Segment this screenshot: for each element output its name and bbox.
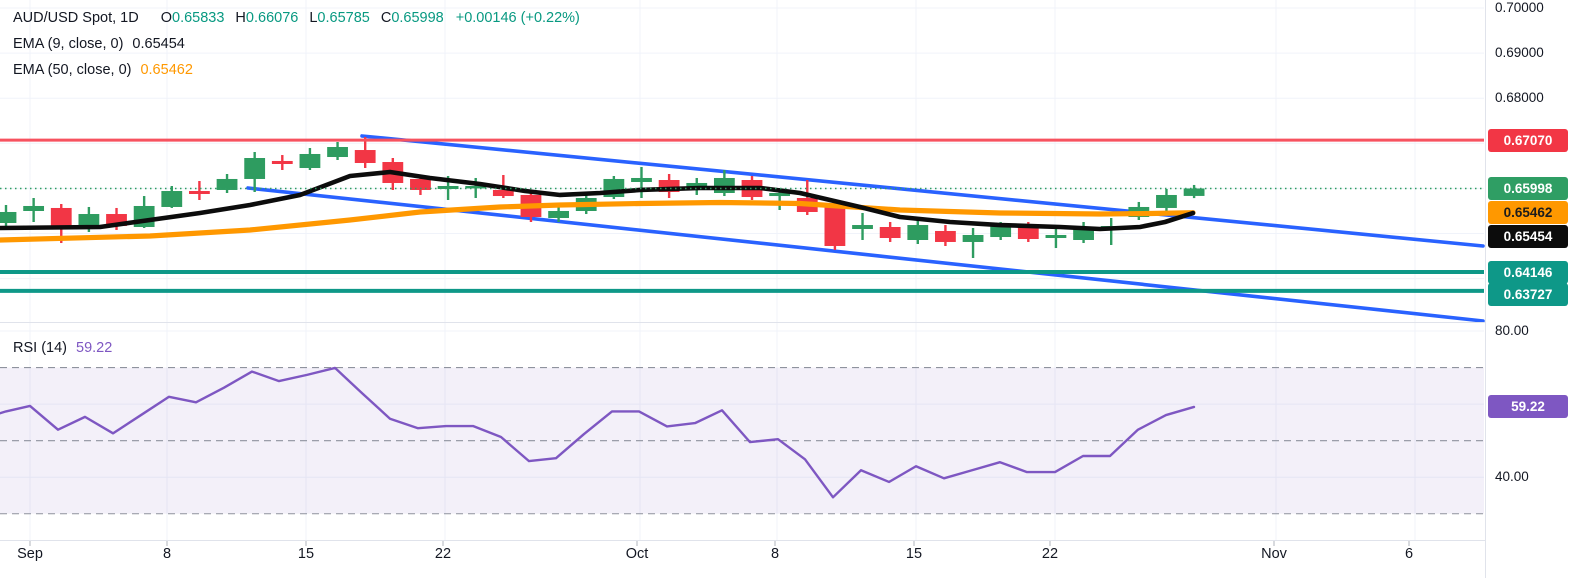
time-axis[interactable]: Sep 8 15 22 Oct 8 15 22 Nov 6 bbox=[0, 541, 1484, 578]
price-axis-label: 0.70000 bbox=[1495, 0, 1544, 15]
price-axis-label: 0.68000 bbox=[1495, 90, 1544, 105]
candle-body bbox=[437, 186, 459, 189]
candle-body bbox=[1183, 188, 1205, 196]
candle-body bbox=[1017, 226, 1039, 240]
close-pair: C0.65998 bbox=[381, 10, 444, 26]
high-label: H bbox=[235, 10, 246, 26]
candle-body bbox=[990, 226, 1012, 238]
low-label: L bbox=[309, 10, 318, 26]
candle-body bbox=[327, 146, 348, 158]
candle-body bbox=[410, 178, 431, 190]
candle-body bbox=[465, 186, 487, 189]
time-axis-label: 22 bbox=[1041, 546, 1059, 562]
candle-body bbox=[23, 205, 45, 211]
time-axis-label: 8 bbox=[770, 546, 780, 562]
rsi-value: 59.22 bbox=[76, 340, 113, 356]
time-axis-label: Oct bbox=[625, 546, 649, 562]
candle-body bbox=[631, 177, 652, 182]
close-label: C bbox=[380, 10, 392, 26]
candle-body bbox=[354, 150, 376, 164]
candle-body bbox=[492, 189, 514, 197]
open-pair: O0.65833 bbox=[161, 10, 225, 26]
price-axis-badge: 0.63727 bbox=[1488, 282, 1568, 306]
symbol-row[interactable]: AUD/USD Spot, 1D O0.65833 H0.66076 L0.65… bbox=[13, 5, 580, 31]
high-value: 0.66076 bbox=[245, 10, 299, 26]
candle-body bbox=[161, 191, 183, 207]
price-axis[interactable]: 0.70000 0.69000 0.68000 80.00 40.00 0.67070 0.… bbox=[1485, 0, 1574, 578]
high-pair: H0.66076 bbox=[235, 10, 298, 26]
rsi-line bbox=[0, 366, 1196, 499]
price-axis-label: 80.00 bbox=[1495, 323, 1529, 338]
price-axis-badge: 0.67070 bbox=[1488, 128, 1568, 152]
candle-body bbox=[0, 211, 17, 223]
candle-body bbox=[189, 191, 210, 194]
price-axis-badge: 0.65454 bbox=[1488, 224, 1568, 248]
price-axis-badge: 0.65998 bbox=[1488, 176, 1568, 200]
open-label: O bbox=[160, 10, 172, 26]
ema50-row[interactable]: EMA (50, close, 0) 0.65462 bbox=[13, 57, 580, 83]
rsi-label: RSI (14) bbox=[13, 340, 67, 356]
candle-body bbox=[686, 182, 708, 188]
candle-body bbox=[244, 158, 266, 179]
ema9-line bbox=[0, 169, 1196, 232]
time-axis-label: Nov bbox=[1261, 546, 1287, 562]
candle-body bbox=[879, 227, 901, 239]
candle-body bbox=[548, 210, 569, 218]
price-axis-badge: 0.64146 bbox=[1488, 260, 1568, 284]
price-axis-label: 0.69000 bbox=[1495, 45, 1544, 60]
change-value: +0.00146 (+0.22%) bbox=[455, 10, 580, 26]
time-axis-label: 22 bbox=[434, 546, 452, 562]
candle-body bbox=[299, 153, 321, 169]
candle-body bbox=[769, 193, 791, 197]
time-axis-label: 15 bbox=[297, 546, 315, 562]
candle-body bbox=[106, 214, 127, 227]
time-axis-label: 15 bbox=[905, 546, 923, 562]
ema9-label: EMA (9, close, 0) bbox=[13, 36, 124, 52]
price-axis-badge: 0.65462 bbox=[1488, 200, 1568, 224]
legend: AUD/USD Spot, 1D O0.65833 H0.66076 L0.65… bbox=[13, 5, 580, 83]
candle-body bbox=[50, 207, 72, 228]
ema50-label: EMA (50, close, 0) bbox=[13, 62, 132, 78]
low-value: 0.65785 bbox=[317, 10, 370, 26]
price-axis-label: 40.00 bbox=[1495, 469, 1529, 484]
ema50-value: 0.65462 bbox=[140, 62, 193, 78]
candle-body bbox=[271, 160, 293, 165]
time-axis-label: 6 bbox=[1404, 546, 1414, 562]
time-axis-label: 8 bbox=[162, 546, 172, 562]
close-value: 0.65998 bbox=[391, 10, 444, 26]
ema9-value: 0.65454 bbox=[132, 36, 185, 52]
candle-body bbox=[78, 214, 100, 228]
trend-line bbox=[360, 134, 1485, 248]
candle-body bbox=[216, 178, 238, 190]
candle-body bbox=[935, 230, 956, 242]
candle-body bbox=[824, 204, 846, 246]
price-axis-badge: 59.22 bbox=[1488, 394, 1568, 418]
candle-body bbox=[658, 180, 680, 193]
time-axis-label: Sep bbox=[17, 546, 43, 562]
candle-body bbox=[1045, 234, 1067, 239]
candle-body bbox=[962, 234, 984, 242]
candle-body bbox=[907, 225, 929, 240]
ema9-row[interactable]: EMA (9, close, 0) 0.65454 bbox=[13, 31, 580, 57]
candle-body bbox=[852, 225, 873, 229]
symbol-title: AUD/USD Spot, 1D bbox=[13, 10, 139, 26]
candle-body bbox=[713, 177, 735, 194]
candle-body bbox=[1156, 194, 1177, 208]
open-value: 0.65833 bbox=[172, 10, 225, 26]
ema50-line bbox=[0, 199, 1196, 243]
rsi-row[interactable]: RSI (14) 59.22 bbox=[13, 336, 112, 360]
low-pair: L0.65785 bbox=[309, 10, 370, 26]
